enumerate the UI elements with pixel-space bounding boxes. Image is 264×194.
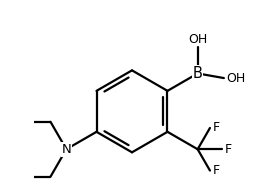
Text: F: F [213, 121, 220, 134]
Text: F: F [225, 143, 232, 156]
Text: B: B [193, 66, 202, 81]
Text: OH: OH [188, 33, 207, 46]
Text: F: F [213, 164, 220, 177]
Text: N: N [62, 143, 71, 156]
Text: OH: OH [226, 72, 245, 85]
